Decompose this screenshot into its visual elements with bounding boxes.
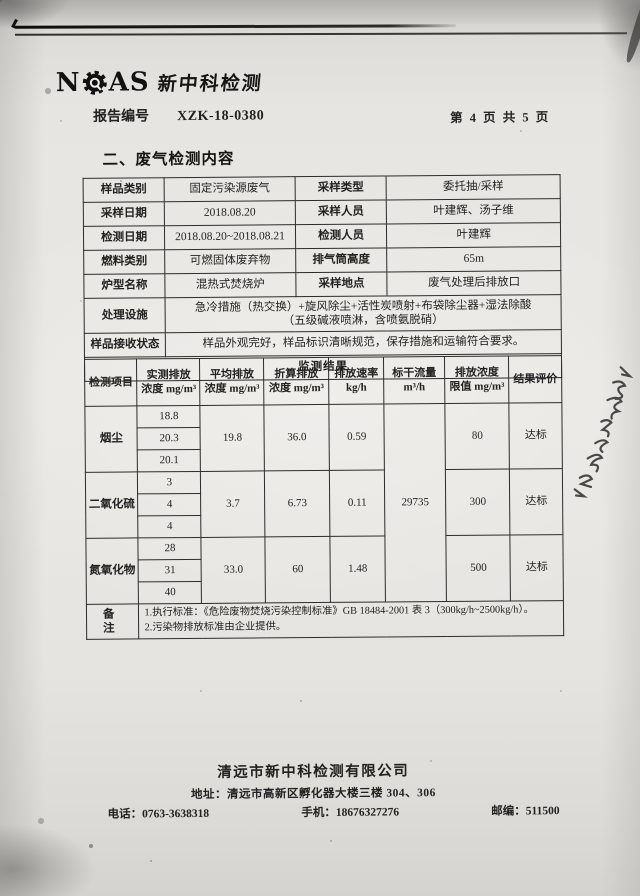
treatment-line1: 急冷措施（热交换）+旋风除尘+活性炭喷射+布袋除尘器+湿法除酸 (194, 298, 532, 314)
flow-value: 29735 (383, 403, 447, 602)
field-value: 废气处理后排放口 (387, 270, 562, 296)
average-value: 19.8 (200, 404, 265, 472)
field-value: 固定污染源废气 (164, 176, 296, 202)
column-header: 折算排放 浓度 mg/m³ (263, 357, 330, 405)
pollutant-name: 氮氧化物 (85, 537, 139, 605)
results-header-row: 检测项目 实测排放 浓度 mg/m³ 平均排放 浓度 mg/m³ 折算排放 浓度 mg… (84, 355, 562, 407)
field-label: 处理设施 (84, 297, 166, 334)
converted-value: 60 (265, 536, 331, 603)
field-value: 2018.08.20 (164, 200, 296, 226)
section-title: 二、废气检测内容 (102, 150, 235, 169)
measured-value: 28 (138, 537, 202, 560)
phone-number: 电话：0763-3638318 (107, 807, 210, 821)
field-label: 燃料类别 (83, 249, 165, 275)
average-value: 3.7 (200, 470, 266, 538)
measured-value: 4 (138, 493, 202, 516)
treatment-line2: （五级碱液喷淋，含喷氨脱硝） (282, 314, 444, 328)
column-header: 平均排放 浓度 mg/m³ (199, 357, 265, 406)
column-header: 结果评价 (508, 355, 562, 404)
rate-value: 0.59 (329, 403, 385, 471)
field-label: 采样日期 (83, 201, 165, 227)
sample-info-table: 样品类别 固定污染源废气 采样类型 委托抽/采样 采样日期 2018.08.20… (83, 174, 563, 382)
remark-body: 1.执行标准：《危险废物焚烧污染控制标准》GB 18484-2001 表 3（3… (138, 600, 564, 639)
measured-value: 20.3 (137, 427, 201, 450)
table-row: 烟尘 18.8 19.8 36.0 0.59 29735 80 达标 (84, 402, 563, 602)
logo-chinese-name: 新中科检测 (156, 72, 264, 95)
gear-magnifier-icon (81, 70, 107, 96)
footer-block: 清远市新中科检测有限公司 地址：清远市高新区孵化器大楼三楼 304、306 电话… (3, 758, 623, 823)
sample-state-value: 样品外观完好，样品标识清晰规范，保存措施和运输符合要求。 (165, 329, 562, 357)
field-label: 采样人员 (295, 199, 387, 225)
company-address: 地址：清远市高新区孵化器大楼三楼 304、306 (190, 787, 436, 802)
contact-line: 电话：0763-3638318 手机：18676327276 邮编：511500 (108, 802, 560, 822)
column-header: 实测排放 浓度 mg/m³ (136, 358, 201, 406)
field-label: 检测人员 (295, 223, 387, 249)
limit-value: 80 (444, 403, 510, 470)
postal-code: 邮编：511500 (491, 805, 560, 818)
field-value: 可燃固体废弃物 (164, 248, 296, 274)
limit-value: 500 (445, 535, 511, 602)
logo-letters-as: AS (108, 67, 150, 98)
report-number-line: 报告编号 XZK-18-0380 (93, 104, 264, 125)
measured-value: 3 (137, 471, 201, 494)
converted-value: 36.0 (264, 404, 330, 471)
treatment-facilities-value: 急冷措施（热交换）+旋风除尘+活性炭喷射+布袋除尘器+湿法除酸 （五级碱液喷淋，… (165, 294, 562, 333)
report-number-label: 报告编号 (93, 109, 150, 125)
measured-value: 31 (138, 559, 202, 582)
field-value: 2018.08.20~2018.08.21 (164, 224, 296, 250)
field-value: 委托抽/采样 (386, 174, 561, 200)
field-label: 样品接收状态 (84, 332, 166, 358)
pollutant-name: 二氧化硫 (85, 471, 139, 539)
field-value: 叶建辉、汤子维 (386, 198, 561, 224)
verdict-value: 达标 (509, 402, 563, 470)
field-value: 65m (386, 246, 561, 272)
page-indicator: 第 4 页 共 5 页 (450, 110, 551, 125)
measured-value: 18.8 (137, 405, 201, 428)
verdict-value: 达标 (510, 534, 564, 602)
table-row: 处理设施 急冷措施（热交换）+旋风除尘+活性炭喷射+布袋除尘器+湿法除酸 （五级… (84, 294, 562, 334)
rate-value: 1.48 (330, 535, 386, 603)
mobile-number: 手机：18676327276 (301, 806, 400, 820)
table-row: 氮氧化物 28 33.0 60 1.48 500 达标 (85, 534, 564, 605)
monitoring-results-table: 检测项目 实测排放 浓度 mg/m³ 平均排放 浓度 mg/m³ 折算排放 浓度 mg… (84, 355, 564, 640)
table-row: 二氧化硫 3 3.7 6.73 0.11 300 达标 (85, 468, 563, 539)
column-header: 标干流量 m³/h (383, 356, 445, 404)
column-header: 排放浓度 限值 mg/m³ (444, 356, 510, 404)
average-value: 33.0 (201, 536, 266, 604)
field-label: 炉型名称 (83, 273, 166, 299)
field-label: 排气筒高度 (295, 247, 388, 273)
column-header: 排放速率 kg/h (328, 357, 384, 405)
column-header: 检测项目 (84, 358, 138, 407)
logo-letter-n: N (55, 67, 81, 99)
measured-value: 40 (138, 581, 202, 604)
lab-logo: N AS 新中科检测 (55, 66, 264, 99)
field-label: 采样类型 (294, 175, 387, 201)
field-label: 样品类别 (83, 177, 165, 203)
company-name: 清远市新中科检测有限公司 (217, 763, 410, 781)
field-value: 叶建辉 (386, 222, 561, 248)
limit-value: 300 (445, 469, 511, 536)
scan-top-shadow (0, 0, 640, 24)
remark-label: 备 注 (86, 603, 140, 640)
converted-value: 6.73 (264, 470, 331, 537)
remark-line2: 2.污染物排放标准由企业提供。 (144, 621, 287, 634)
field-label: 采样地点 (295, 271, 388, 297)
scan-noise-speckles (0, 0, 2, 2)
report-number-value: XZK-18-0380 (177, 108, 265, 125)
measured-value: 4 (138, 515, 202, 538)
pollutant-name: 烟尘 (84, 405, 138, 473)
measured-value: 20.1 (137, 449, 201, 472)
verdict-value: 达标 (509, 468, 563, 536)
rate-value: 0.11 (329, 469, 385, 537)
field-label: 检测日期 (83, 225, 165, 251)
remark-row: 备 注 1.执行标准：《危险废物焚烧污染控制标准》GB 18484-2001 表… (86, 600, 564, 640)
field-value: 混热式焚烧炉 (164, 272, 296, 298)
handwritten-margin-note (573, 366, 634, 498)
